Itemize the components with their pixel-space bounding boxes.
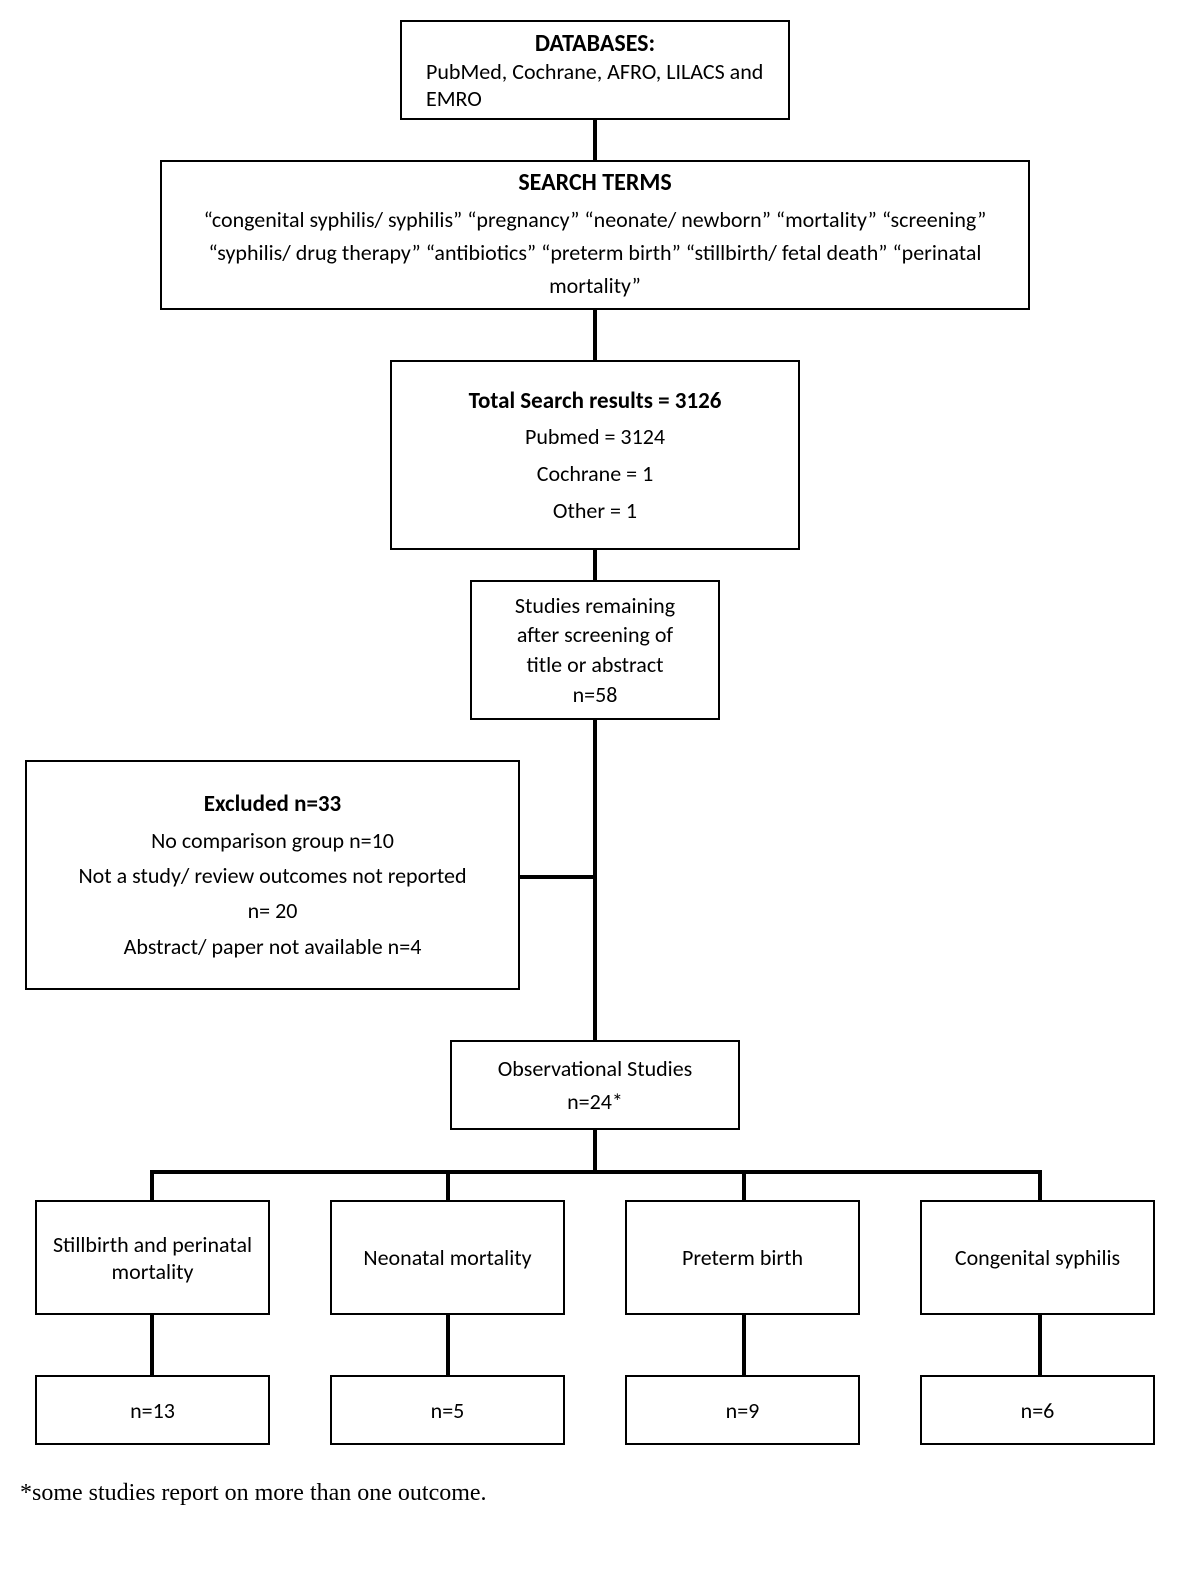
observational-line1: Observational Studies: [498, 1052, 693, 1085]
node-count-neonatal: n=5: [330, 1375, 565, 1445]
total-other: Other = 1: [553, 497, 637, 524]
node-remaining: Studies remaining after screening of tit…: [470, 580, 720, 720]
total-pubmed: Pubmed = 3124: [525, 423, 665, 450]
connector: [150, 1315, 154, 1375]
prisma-flowchart: DATABASES: PubMed, Cochrane, AFRO, LILAC…: [20, 20, 1180, 1560]
databases-body: PubMed, Cochrane, AFRO, LILACS and EMRO: [416, 58, 774, 112]
remaining-line2: after screening of: [517, 620, 673, 650]
excluded-line4: Abstract/ paper not available n=4: [124, 929, 422, 964]
excluded-line2: Not a study/ review outcomes not reporte…: [78, 858, 466, 893]
excluded-line3: n= 20: [248, 893, 298, 928]
search-terms-title: SEARCH TERMS: [518, 168, 671, 197]
outcome1-label: Stillbirth and perinatal mortality: [51, 1231, 254, 1285]
excluded-line1: No comparison group n=10: [151, 823, 394, 858]
remaining-line3: title or abstract: [527, 650, 664, 680]
connector: [593, 550, 597, 580]
connector: [1038, 1170, 1042, 1200]
connector: [520, 875, 595, 879]
connector: [446, 1170, 450, 1200]
outcome3-count: n=9: [726, 1397, 760, 1424]
node-databases: DATABASES: PubMed, Cochrane, AFRO, LILAC…: [400, 20, 790, 120]
excluded-title: Excluded n=33: [204, 786, 341, 823]
node-outcome-neonatal: Neonatal mortality: [330, 1200, 565, 1315]
outcome2-label: Neonatal mortality: [363, 1244, 531, 1271]
connector: [150, 1170, 154, 1200]
outcome4-label: Congenital syphilis: [955, 1244, 1120, 1271]
node-count-preterm: n=9: [625, 1375, 860, 1445]
remaining-line1: Studies remaining: [515, 591, 675, 621]
total-cochrane: Cochrane = 1: [537, 460, 654, 487]
node-count-congenital: n=6: [920, 1375, 1155, 1445]
node-outcome-congenital: Congenital syphilis: [920, 1200, 1155, 1315]
footnote: *some studies report on more than one ou…: [20, 1480, 487, 1507]
total-results-title: Total Search results = 3126: [469, 387, 722, 415]
connector: [150, 1170, 1040, 1174]
connector: [593, 120, 597, 160]
search-terms-body: “congenital syphilis/ syphilis” “pregnan…: [176, 203, 1014, 302]
node-excluded: Excluded n=33 No comparison group n=10 N…: [25, 760, 520, 990]
outcome3-label: Preterm birth: [682, 1244, 803, 1271]
outcome2-count: n=5: [431, 1397, 465, 1424]
connector: [593, 720, 597, 1040]
observational-line2: n=24*: [567, 1085, 623, 1118]
outcome4-count: n=6: [1021, 1397, 1055, 1424]
databases-title: DATABASES:: [535, 29, 655, 58]
node-outcome-preterm: Preterm birth: [625, 1200, 860, 1315]
node-observational: Observational Studies n=24*: [450, 1040, 740, 1130]
connector: [742, 1315, 746, 1375]
connector: [593, 310, 597, 360]
node-count-stillbirth: n=13: [35, 1375, 270, 1445]
connector: [1038, 1315, 1042, 1375]
connector: [593, 1130, 597, 1170]
node-outcome-stillbirth: Stillbirth and perinatal mortality: [35, 1200, 270, 1315]
node-total-results: Total Search results = 3126 Pubmed = 312…: [390, 360, 800, 550]
connector: [446, 1315, 450, 1375]
remaining-line4: n=58: [573, 680, 618, 710]
node-search-terms: SEARCH TERMS “congenital syphilis/ syphi…: [160, 160, 1030, 310]
connector: [742, 1170, 746, 1200]
outcome1-count: n=13: [130, 1397, 175, 1424]
